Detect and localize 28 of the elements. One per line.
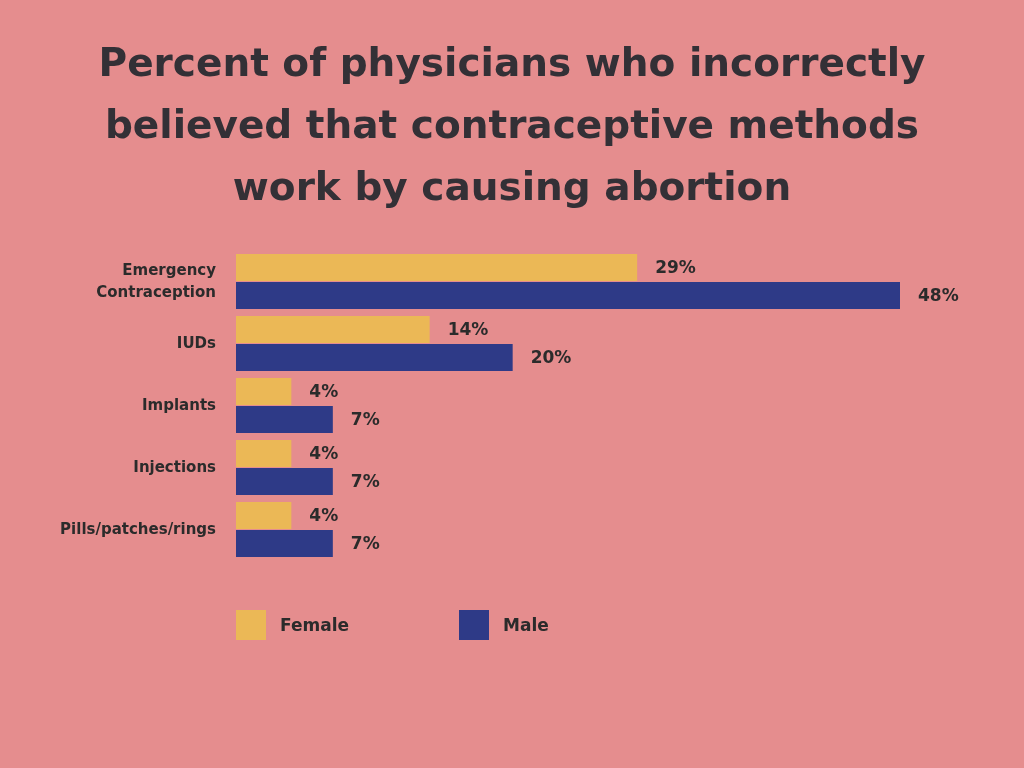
- bar: [236, 406, 333, 433]
- data-label: 4%: [309, 442, 339, 463]
- data-label: 20%: [530, 346, 572, 367]
- bar: [236, 316, 430, 343]
- bar: [236, 378, 292, 405]
- chart-title: Percent of physicians who incorrectly believed that contraceptive methods work by causing abortion: [97, 39, 927, 211]
- y-tick-label: Implants: [142, 395, 217, 414]
- bar: [236, 344, 513, 371]
- bar: [236, 440, 292, 467]
- data-label: 7%: [350, 408, 380, 429]
- legend-label: Male: [503, 615, 549, 635]
- data-label: 48%: [918, 284, 959, 305]
- y-tick-label: IUDs: [176, 333, 217, 352]
- y-tick-label: Emergency Contraception: [96, 260, 217, 301]
- data-label: 14%: [447, 318, 489, 339]
- bar: [236, 468, 333, 495]
- y-tick-label: Injections: [133, 457, 217, 476]
- data-label: 4%: [309, 504, 339, 525]
- bar: [236, 530, 333, 557]
- y-tick-label: Pills/patches/rings: [60, 519, 217, 538]
- legend-label: Female: [280, 615, 349, 635]
- data-label: 29%: [655, 256, 696, 277]
- bar: [236, 282, 900, 309]
- data-label: 7%: [350, 470, 380, 491]
- bar: [236, 502, 292, 529]
- bar: [236, 254, 638, 281]
- data-label: 4%: [309, 380, 339, 401]
- data-label: 7%: [350, 532, 380, 553]
